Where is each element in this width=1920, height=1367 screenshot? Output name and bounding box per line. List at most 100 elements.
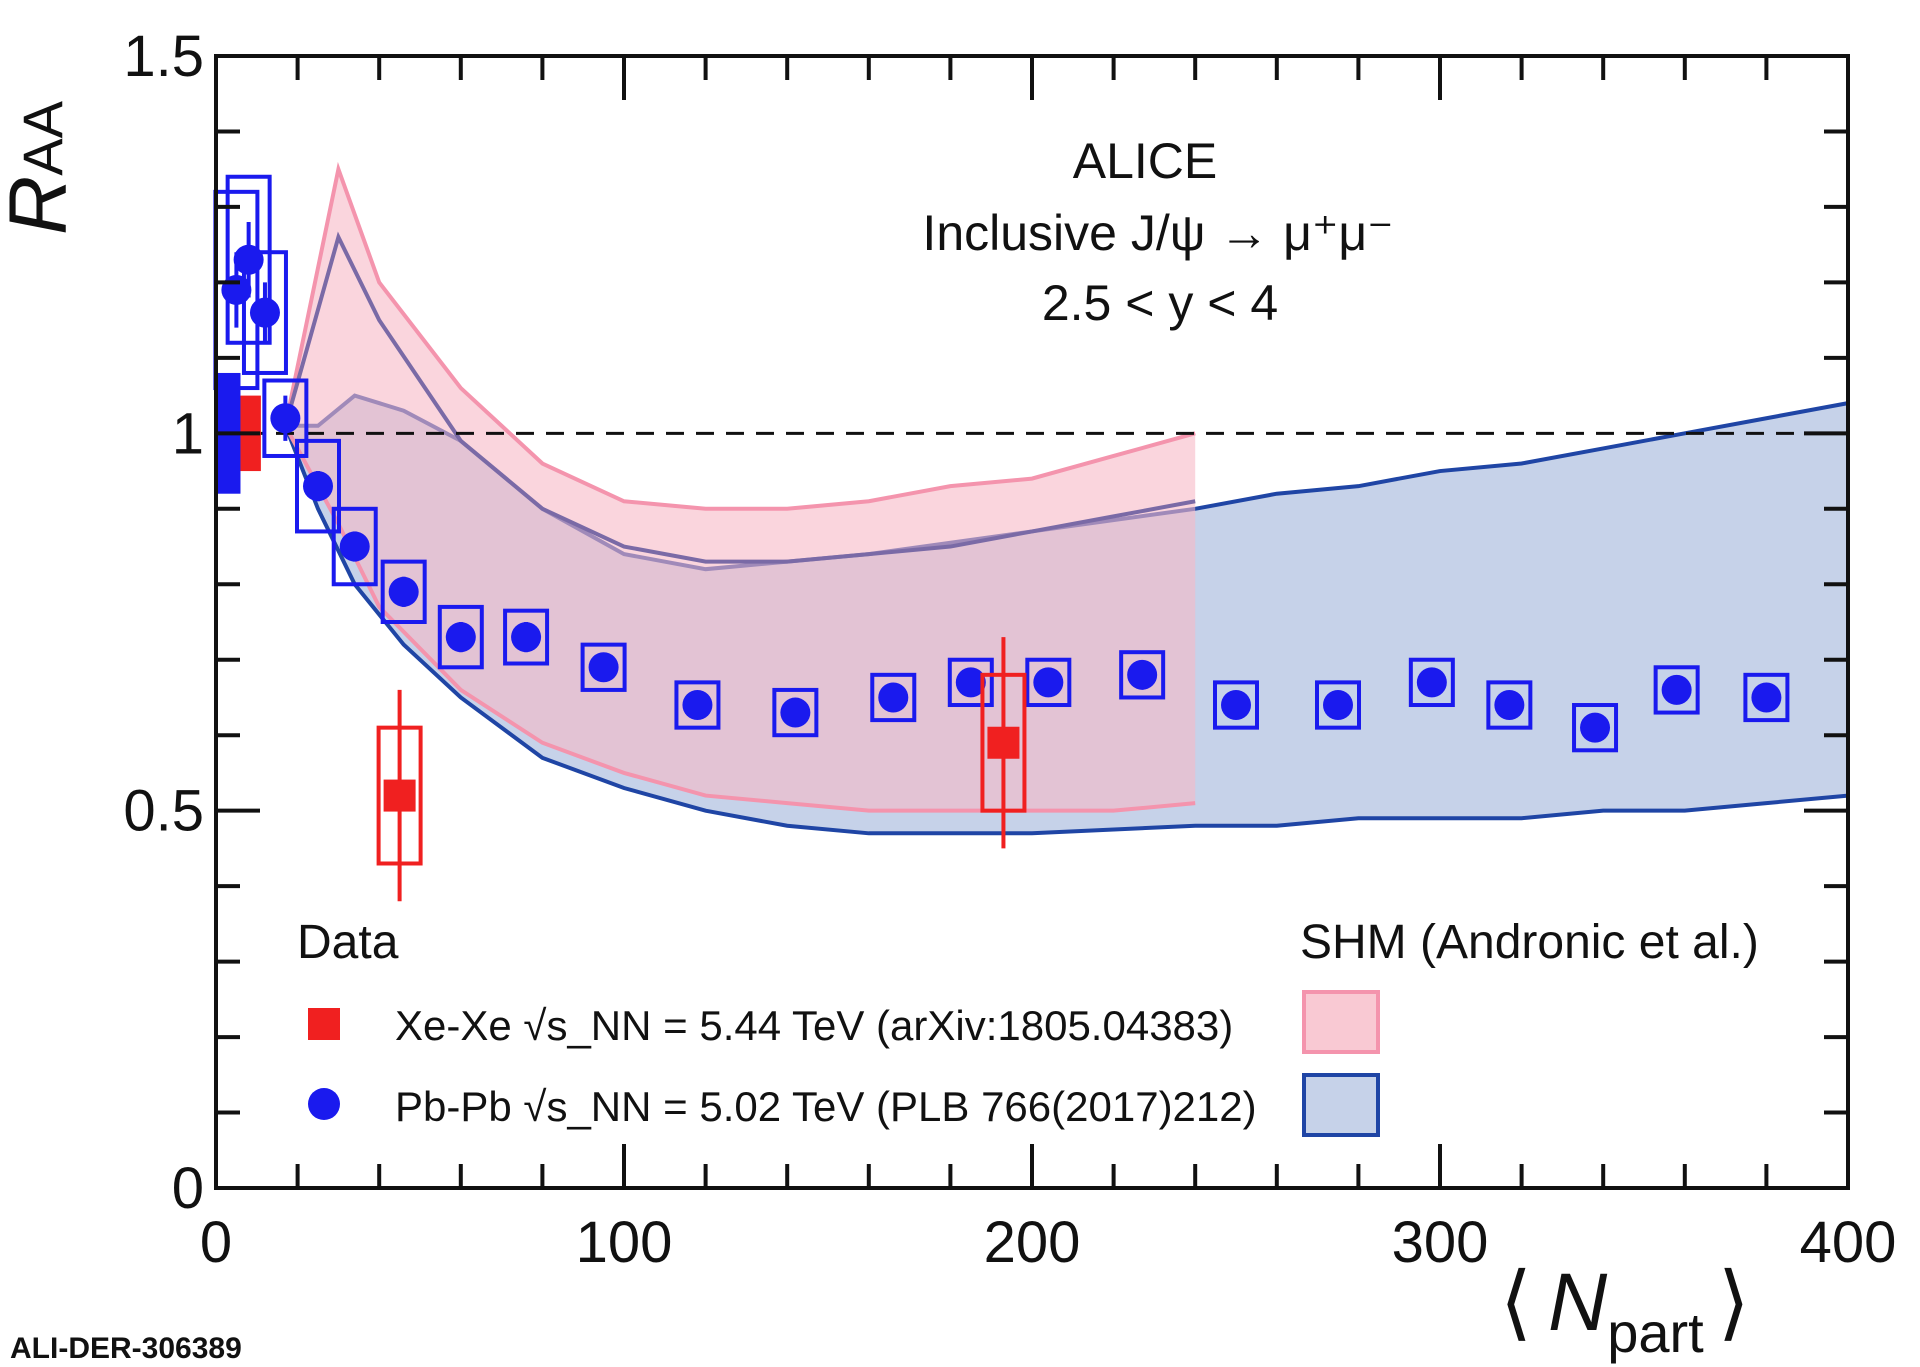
legend-pbpb-band-swatch — [1302, 1073, 1380, 1137]
pbpb-marker — [233, 244, 264, 275]
pbpb-point-10 — [580, 642, 627, 692]
pbpb-point-19 — [1408, 657, 1455, 708]
pbpb-marker — [388, 576, 419, 607]
pbpb-marker — [303, 471, 333, 502]
pbpb-point-22 — [1653, 665, 1700, 715]
pbpb-point-20 — [1486, 680, 1533, 730]
data-points — [213, 174, 1790, 902]
pbpb-marker — [1127, 659, 1158, 690]
pbpb-sys-error-box — [241, 250, 288, 375]
legend-data-header: Data — [297, 916, 399, 969]
pbpb-sys-error-box — [1408, 657, 1455, 708]
pbpb-point-8 — [437, 604, 484, 670]
pbpb-marker — [588, 652, 619, 683]
pbpb-marker — [1221, 690, 1251, 721]
pbpb-marker — [445, 622, 476, 653]
pbpb-point-6 — [331, 506, 378, 587]
pbpb-marker — [780, 697, 811, 728]
band-shm-xe-xe-lower-edge — [283, 424, 1196, 813]
pbpb-point-12 — [772, 687, 819, 738]
xexe-point-2 — [980, 637, 1027, 849]
pbpb-point-18 — [1315, 680, 1361, 730]
rapidity-label: 2.5 < y < 4 — [1042, 275, 1278, 331]
x-tick-label: 300 — [1392, 1210, 1489, 1275]
pbpb-sys-error-box — [1572, 703, 1619, 753]
xexe-marker — [383, 779, 416, 812]
pbpb-marker — [1661, 674, 1692, 705]
axis-ticks — [214, 54, 1850, 1190]
pbpb-point-16 — [1119, 650, 1166, 700]
pbpb-marker — [1323, 690, 1353, 721]
pbpb-sys-error-box — [331, 506, 378, 587]
band-shm-xe-xe-upper-edge — [283, 161, 1196, 511]
pbpb-sys-error-box — [580, 642, 627, 692]
pbpb-sys-error-box — [1486, 680, 1533, 730]
model-bands — [283, 161, 1849, 836]
pbpb-point-9 — [503, 608, 550, 666]
x-tick-label: 0 — [200, 1210, 232, 1275]
legend-xexe-band-swatch — [1302, 990, 1380, 1054]
pbpb-point-13 — [870, 672, 917, 723]
xexe-sys-error-box — [980, 672, 1027, 813]
pbpb-marker — [511, 622, 542, 653]
legend: Data SHM (Andronic et al.) Xe-Xe √s_NN =… — [297, 916, 1759, 1137]
xexe-marker — [987, 726, 1020, 759]
pbpb-point-4 — [262, 378, 309, 458]
pbpb-marker — [270, 403, 301, 434]
pbpb-sys-error-box — [437, 604, 484, 670]
pbpb-marker — [1494, 690, 1525, 721]
y-tick-label: 0.5 — [123, 779, 204, 844]
y-axis-title-main: R — [0, 176, 84, 235]
legend-model-header: SHM (Andronic et al.) — [1300, 916, 1759, 969]
x-axis-title-close: ⟩ — [1718, 1257, 1750, 1348]
pbpb-marker — [878, 682, 909, 713]
pbpb-point-2 — [225, 174, 272, 345]
pbpb-point-17 — [1213, 680, 1259, 730]
pbpb-marker — [339, 531, 370, 562]
y-tick-label: 0 — [172, 1156, 204, 1221]
pbpb-marker — [1033, 667, 1064, 698]
x-axis-title: ⟨ Npart ⟩ — [1500, 1257, 1750, 1364]
x-tick-label: 200 — [984, 1210, 1081, 1275]
x-tick-label: 100 — [576, 1210, 673, 1275]
legend-pbpb-marker — [308, 1088, 340, 1120]
pbpb-point-7 — [380, 559, 427, 624]
xexe-sys-error-box — [376, 725, 423, 866]
pbpb-sys-error-box — [1025, 657, 1072, 708]
y-tick-label: 1.5 — [123, 24, 204, 89]
pbpb-marker — [1751, 682, 1782, 713]
x-axis-title-sub: part — [1607, 1301, 1704, 1364]
pbpb-sys-error-box — [503, 608, 550, 666]
x-axis-title-main: N — [1548, 1257, 1608, 1348]
xexe-point-1 — [376, 689, 423, 902]
pbpb-point-14 — [947, 657, 994, 708]
pbpb-marker — [1580, 712, 1611, 743]
pbpb-marker — [1416, 667, 1447, 698]
pbpb-sys-error-box — [947, 657, 994, 708]
pbpb-sys-error-box — [1653, 665, 1700, 715]
pbpb-marker — [955, 667, 986, 698]
pbpb-sys-error-box — [1743, 672, 1790, 723]
y-axis-title-sub: AA — [11, 100, 74, 175]
pbpb-sys-error-box — [225, 174, 272, 345]
pbpb-point-15 — [1025, 657, 1072, 708]
legend-xexe-label: Xe-Xe √s_NN = 5.44 TeV (arXiv:1805.04383… — [395, 1002, 1233, 1049]
band-shm-xe-xe-central-line — [283, 231, 1196, 564]
pbpb-point-23 — [1743, 672, 1790, 723]
pbpb-sys-error-box — [295, 438, 341, 534]
pbpb-point-21 — [1572, 703, 1619, 753]
pbpb-sys-error-box — [380, 559, 427, 624]
pbpb-sys-error-box — [1315, 680, 1361, 730]
pbpb-marker — [682, 690, 713, 721]
y-axis-title: RAA — [0, 100, 84, 235]
tick-labels: 0 100 200 300 400 0 0.5 1 1.5 — [123, 24, 1896, 1275]
band-shm-pb-pb-lower-edge — [283, 425, 1849, 836]
pbpb-sys-error-box — [674, 680, 721, 730]
pbpb-point-11 — [674, 680, 721, 730]
legend-pbpb-label: Pb-Pb √s_NN = 5.02 TeV (PLB 766(2017)212… — [395, 1083, 1257, 1130]
experiment-label: ALICE — [1073, 133, 1218, 189]
pbpb-sys-error-box — [262, 378, 309, 458]
figure-id-watermark: ALI-DER-306389 — [10, 1332, 242, 1365]
y-tick-label: 1 — [172, 401, 204, 466]
